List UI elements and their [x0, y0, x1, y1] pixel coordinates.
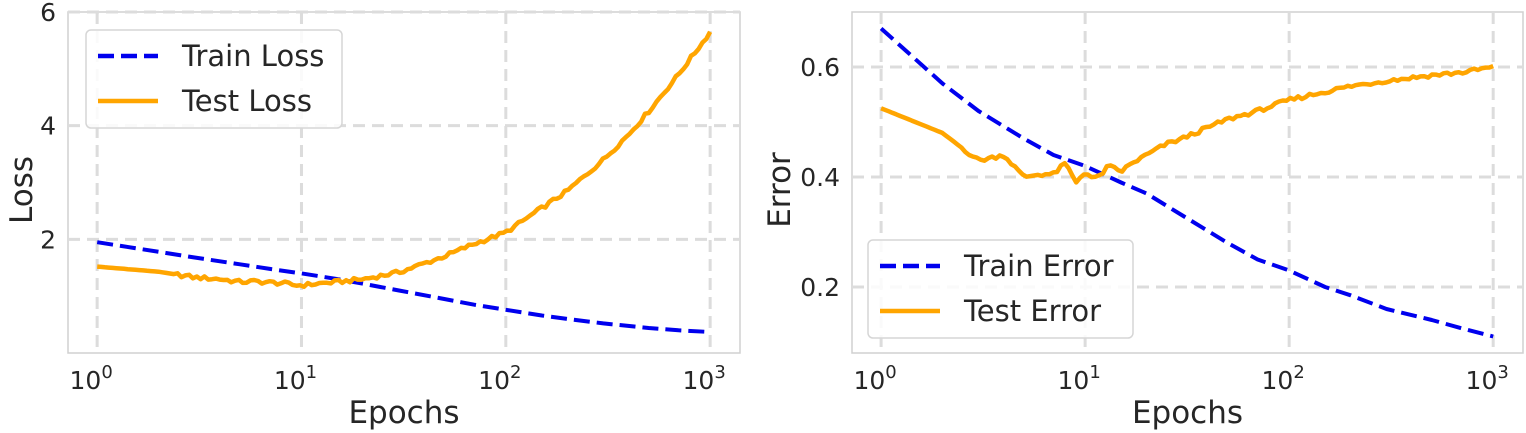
x-tick-exponent: 0 — [101, 362, 112, 383]
legend: Train Error Test Error — [867, 239, 1134, 339]
series-line-test — [880, 63, 1494, 185]
y-axis-label: Loss — [4, 156, 40, 224]
legend: Train Loss Test Loss — [85, 29, 343, 129]
x-tick-base: 10 — [853, 366, 885, 395]
x-tick-exponent: 2 — [510, 362, 521, 383]
x-tick-label: 102 — [1262, 362, 1305, 395]
series-line-train — [879, 27, 1494, 339]
series-line-train — [96, 240, 711, 334]
y-tick-label: 6 — [40, 0, 56, 27]
x-tick-base: 10 — [70, 366, 102, 395]
x-tick-label: 103 — [683, 362, 726, 395]
y-tick-label: 4 — [40, 112, 56, 141]
x-tick-label: 100 — [70, 362, 113, 395]
x-tick-label: 102 — [478, 362, 521, 395]
x-axis-label: Epochs — [348, 395, 459, 431]
x-tick-exponent: 2 — [1293, 362, 1304, 383]
x-tick-base: 10 — [478, 366, 510, 395]
y-tick-label: 0.2 — [800, 273, 840, 302]
x-tick-exponent: 1 — [306, 362, 317, 383]
y-tick-label: 0.4 — [800, 163, 840, 192]
y-tick-label: 0.6 — [800, 53, 840, 82]
series-line-test — [97, 30, 713, 290]
x-tick-label: 101 — [274, 362, 317, 395]
x-axis-label: Epochs — [1132, 395, 1243, 431]
legend-label: Test Loss — [181, 84, 312, 118]
legend-label: Test Error — [963, 294, 1101, 328]
x-tick-exponent: 0 — [885, 362, 896, 383]
x-tick-label: 103 — [1466, 362, 1509, 395]
x-tick-base: 10 — [1262, 366, 1294, 395]
y-tick-label: 2 — [40, 225, 56, 254]
x-tick-base: 10 — [683, 366, 715, 395]
x-tick-base: 10 — [1466, 366, 1498, 395]
x-tick-exponent: 3 — [714, 362, 725, 383]
legend-label: Train Loss — [181, 39, 324, 73]
x-tick-label: 100 — [853, 362, 896, 395]
x-tick-base: 10 — [274, 366, 306, 395]
x-tick-label: 101 — [1058, 362, 1101, 395]
x-tick-base: 10 — [1058, 366, 1090, 395]
legend-label: Train Error — [963, 249, 1114, 283]
y-axis-label: Error — [762, 152, 798, 228]
x-tick-exponent: 1 — [1089, 362, 1100, 383]
x-tick-exponent: 3 — [1497, 362, 1508, 383]
